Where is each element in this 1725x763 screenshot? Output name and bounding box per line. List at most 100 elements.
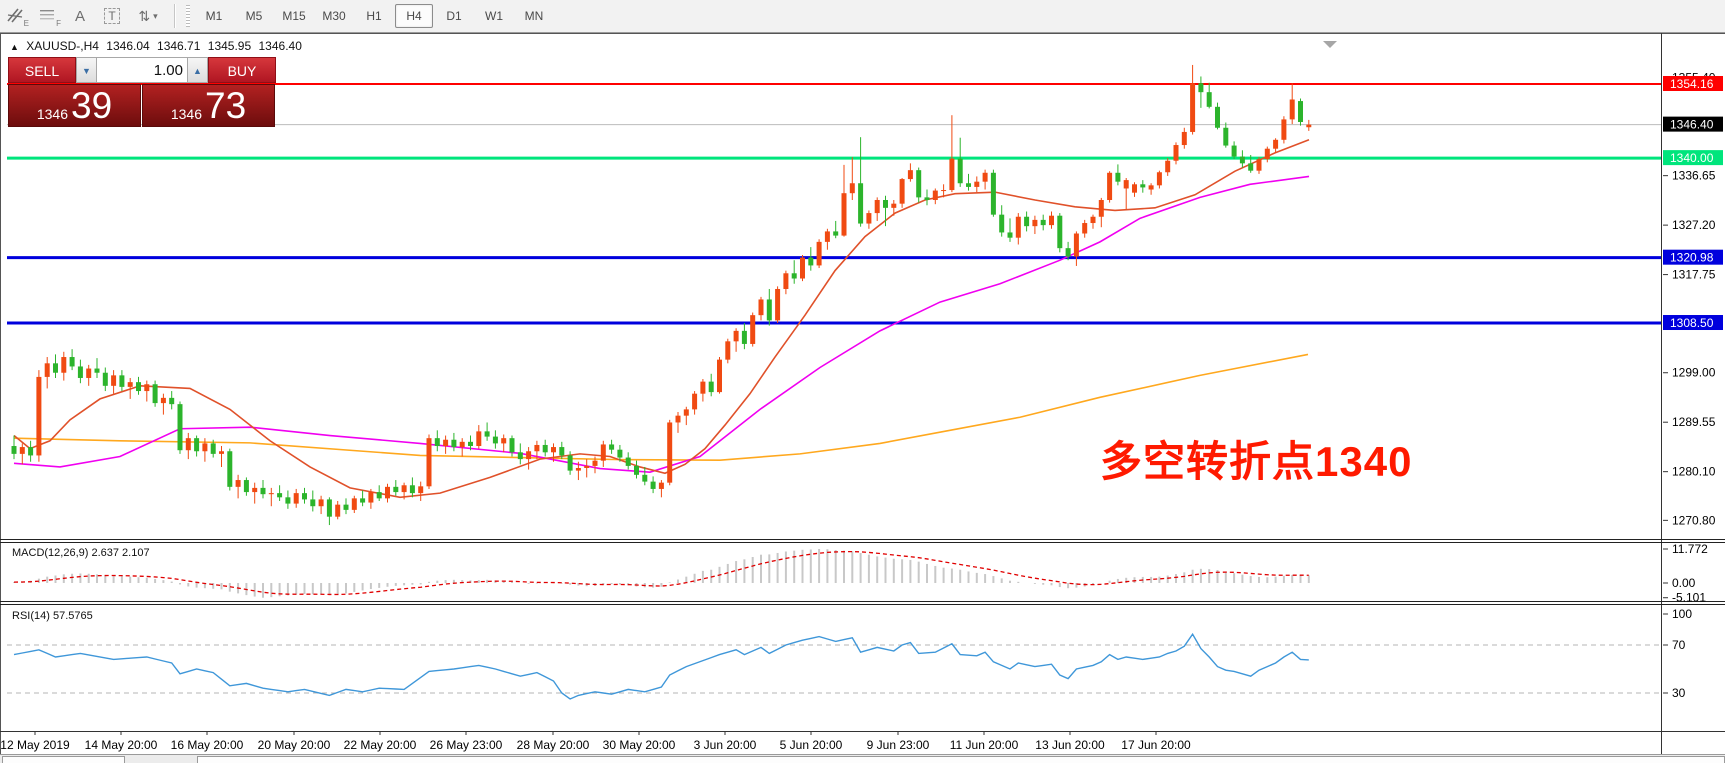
timeframe-h4[interactable]: H4: [395, 4, 433, 28]
timeframe-h1[interactable]: H1: [366, 9, 382, 23]
chart-shift-icon[interactable]: [1323, 41, 1337, 48]
timeframe-m15[interactable]: M15: [282, 9, 306, 23]
grid-f-icon[interactable]: F: [34, 4, 62, 28]
sell-quote-panel[interactable]: 1346 39: [8, 84, 141, 127]
date-label[interactable]: 11 Jun 20:00: [950, 738, 1019, 752]
price-tick-label: 1289.55: [1672, 415, 1716, 429]
date-label[interactable]: 30 May 20:00: [603, 738, 676, 752]
date-label[interactable]: 28 May 20:00: [517, 738, 590, 752]
price-badge-1340.00: [1663, 150, 1723, 166]
price-scale: 1355.401336.651327.201317.751299.001289.…: [1663, 71, 1723, 527]
text-box-icon[interactable]: T: [98, 4, 126, 28]
moving-averages: [13, 139, 1310, 499]
price-badge-label: 1346.40: [1670, 118, 1714, 132]
open-value: 1346.04: [106, 39, 150, 53]
macd-pane: 11.772 0.00-5.101: [13, 542, 1708, 605]
ma-mid-line: [13, 175, 1310, 473]
arrows-glyph: ⇅: [138, 7, 151, 24]
sell-button[interactable]: SELL: [8, 57, 76, 83]
ma-fast-line: [13, 139, 1310, 499]
buy-price-big: 73: [205, 85, 247, 126]
buy-button[interactable]: BUY: [208, 57, 276, 83]
timeframe-group: M1 M5 M15 M30 H1 H4 D1 W1 MN: [194, 4, 554, 28]
macd-scale-label: 11.772: [1672, 542, 1708, 556]
volume-input[interactable]: [97, 58, 185, 82]
buy-price-small: 1346: [170, 106, 202, 122]
buy-quote-panel[interactable]: 1346 73: [142, 84, 275, 127]
ma-slow-line: [13, 353, 1309, 461]
price-tick-label: 1299.00: [1672, 366, 1716, 380]
toolbar: E F A T ⇅ ▾ M1 M5 M15 M30 H1 H4 D1 W1 MN: [0, 0, 1725, 33]
date-label[interactable]: 16 May 20:00: [171, 738, 244, 752]
text-label-icon[interactable]: A: [74, 7, 85, 25]
volume-field: [97, 57, 187, 83]
timeframe-w1[interactable]: W1: [485, 9, 503, 23]
price-badge-label: 1308.50: [1670, 316, 1714, 330]
icon-sub-e: E: [23, 19, 29, 28]
horizontal-lines: [7, 83, 1661, 325]
rsi-scale-label: 70: [1672, 638, 1686, 652]
dropdown-caret-icon: ▾: [153, 10, 158, 21]
close-value: 1346.40: [258, 39, 302, 53]
date-label[interactable]: 9 Jun 23:00: [867, 738, 930, 752]
price-tick-label: 1317.75: [1672, 268, 1716, 282]
date-label[interactable]: 14 May 20:00: [85, 738, 158, 752]
candlestick-layer: [11, 64, 1312, 526]
date-axis: 12 May 2019 14 May 20:00 16 May 20:00 20 Ma…: [0, 731, 1191, 752]
sell-price-small: 1346: [36, 106, 68, 122]
text-box-glyph: T: [104, 8, 120, 24]
icon-sub-f: F: [56, 19, 61, 28]
crosshatch-e-icon[interactable]: E: [2, 4, 30, 28]
timeframe-m5[interactable]: M5: [245, 9, 263, 23]
timeframe-m30[interactable]: M30: [322, 9, 346, 23]
chart-header: ▲ XAUUSD-,H4 1346.04 1346.71 1345.95 134…: [10, 39, 306, 53]
price-badge-label: 1320.98: [1670, 251, 1714, 265]
collapse-panel-icon[interactable]: ▲: [10, 42, 19, 52]
macd-label: MACD(12,26,9) 2.637 2.107: [12, 547, 150, 559]
timeframe-m1[interactable]: M1: [205, 9, 223, 23]
toolbar-separator: [174, 4, 176, 28]
bottom-tab-strip: [0, 754, 1725, 763]
volume-increase-button[interactable]: ▲: [187, 57, 208, 83]
rsi-pane: 100 70 30: [7, 607, 1692, 700]
macd-signal-line: [13, 550, 1309, 596]
price-badge-1346.40: [1663, 116, 1723, 132]
bottom-tab[interactable]: [197, 756, 1725, 763]
price-badge-label: 1340.00: [1670, 151, 1714, 165]
price-badge-label: 1354.16: [1670, 77, 1714, 91]
arrow-style-icon[interactable]: ⇅ ▾: [130, 4, 166, 28]
one-click-trading-panel: SELL ▼ ▲ BUY 1346 39 1346 73: [8, 57, 276, 127]
price-tick-label: 1270.80: [1672, 513, 1716, 527]
rsi-line: [13, 632, 1309, 700]
price-badge-1354.16: [1663, 76, 1723, 91]
date-label[interactable]: 22 May 20:00: [344, 738, 417, 752]
macd-scale-label: -5.101: [1672, 591, 1706, 605]
date-label[interactable]: 26 May 23:00: [430, 738, 503, 752]
rsi-label: RSI(14) 57.5765: [12, 610, 93, 622]
date-label[interactable]: 12 May 2019: [0, 738, 70, 752]
symbol-label: XAUUSD-,H4: [26, 39, 99, 53]
date-label[interactable]: 17 Jun 20:00: [1121, 738, 1191, 752]
rsi-scale-label: 30: [1672, 686, 1686, 700]
date-label[interactable]: 5 Jun 20:00: [780, 738, 843, 752]
chart-annotation-text: 多空转折点1340: [1100, 438, 1413, 485]
pane-borders: [0, 33, 1725, 754]
macd-scale-label: 0.00: [1672, 576, 1696, 590]
date-label[interactable]: 13 Jun 20:00: [1035, 738, 1105, 752]
rsi-scale-label: 100: [1672, 607, 1692, 621]
sell-price-big: 39: [71, 85, 113, 126]
price-tick-label: 1336.65: [1672, 169, 1716, 183]
low-value: 1345.95: [207, 39, 252, 53]
volume-decrease-button[interactable]: ▼: [76, 57, 97, 83]
timeframe-d1[interactable]: D1: [446, 9, 462, 23]
date-label[interactable]: 20 May 20:00: [258, 738, 331, 752]
price-tick-label: 1280.10: [1672, 465, 1716, 479]
timeframe-mn[interactable]: MN: [524, 9, 544, 23]
date-label[interactable]: 3 Jun 20:00: [694, 738, 757, 752]
bottom-tab[interactable]: [2, 756, 125, 763]
high-value: 1346.71: [157, 39, 201, 53]
toolbar-drag-handle[interactable]: [186, 5, 190, 27]
price-badge-1320.98: [1663, 249, 1723, 265]
price-badge-1308.50: [1663, 315, 1723, 331]
